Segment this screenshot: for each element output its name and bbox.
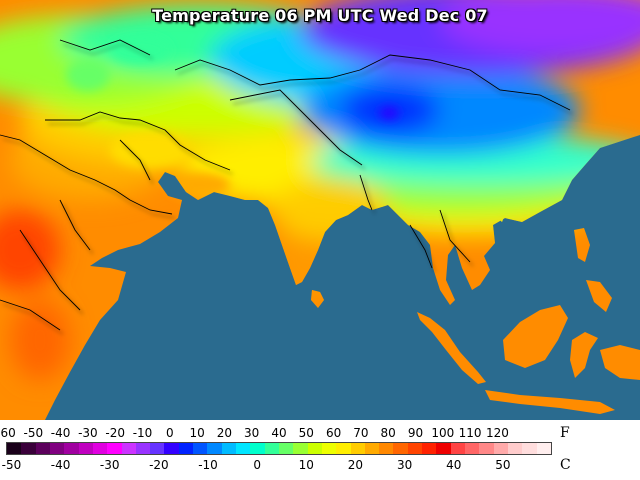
fahrenheit-tick-label: 30 <box>244 426 260 440</box>
color-scale-swatch <box>307 443 322 454</box>
celsius-tick-label: -50 <box>1 458 22 472</box>
temperature-legend: -60-50-40-30-20-100102030405060708090100… <box>0 420 640 480</box>
color-scale-swatch <box>64 443 79 454</box>
color-scale-swatch <box>250 443 265 454</box>
fahrenheit-tick-label: 110 <box>458 426 482 440</box>
color-scale-swatch <box>221 443 236 454</box>
celsius-tick-label: 50 <box>495 458 511 472</box>
color-scale-swatch <box>364 443 380 454</box>
celsius-tick-label: -10 <box>198 458 218 472</box>
fahrenheit-tick-label: 0 <box>165 426 174 440</box>
color-scale-swatch <box>21 443 36 454</box>
fahrenheit-tick-label: -50 <box>23 426 44 440</box>
color-scale-swatch <box>321 443 337 454</box>
fahrenheit-tick-label: 70 <box>353 426 369 440</box>
fahrenheit-tick-label: -10 <box>132 426 153 440</box>
celsius-tick-label: 40 <box>446 458 462 472</box>
color-scale-swatch <box>450 443 465 454</box>
color-scale-swatch <box>135 443 151 454</box>
fahrenheit-tick-label: 20 <box>216 426 233 440</box>
celsius-tick-label: 30 <box>396 458 413 472</box>
color-scale-swatch <box>493 443 508 454</box>
color-scale-swatch <box>507 443 523 454</box>
fahrenheit-tick-label: -60 <box>0 426 16 440</box>
color-scale-swatch <box>536 443 551 454</box>
celsius-tick-label: -30 <box>99 458 120 472</box>
color-scale-swatch <box>293 443 308 454</box>
fahrenheit-tick-label: 80 <box>380 426 396 440</box>
fahrenheit-tick-label: 40 <box>271 426 287 440</box>
celsius-tick-label: 0 <box>253 458 261 472</box>
color-scale-swatch <box>479 443 494 454</box>
color-scale-swatch <box>7 443 22 454</box>
celsius-tick-label: 10 <box>298 458 314 472</box>
fahrenheit-tick-label: 90 <box>407 426 424 440</box>
color-scale-swatch <box>522 443 537 454</box>
color-scale-swatch <box>121 443 136 454</box>
map-canvas <box>0 0 640 420</box>
color-scale-swatch <box>49 443 65 454</box>
celsius-unit-label: C <box>560 457 571 473</box>
color-scale-swatch <box>436 443 451 454</box>
fahrenheit-tick-label: -40 <box>50 426 71 440</box>
color-scale-swatch <box>207 443 222 454</box>
color-scale-swatch <box>350 443 365 454</box>
celsius-tick-label: -20 <box>149 458 169 472</box>
color-scale-swatch <box>178 443 194 454</box>
color-scale-swatch <box>264 443 279 454</box>
color-scale-swatch <box>336 443 351 454</box>
color-scale-swatch <box>379 443 394 454</box>
color-scale-swatch <box>393 443 408 454</box>
color-scale-swatch <box>422 443 437 454</box>
color-scale-swatch <box>92 443 108 454</box>
color-scale-swatch <box>236 443 251 454</box>
fahrenheit-tick-label: 60 <box>325 426 342 440</box>
fahrenheit-tick-label: 120 <box>485 426 509 440</box>
color-scale-swatch <box>193 443 208 454</box>
temperature-map: Temperature 06 PM UTC Wed Dec 07 <box>0 0 640 420</box>
fahrenheit-tick-label: -20 <box>105 426 125 440</box>
coastlines-and-borders <box>0 39 571 331</box>
celsius-tick-label: -40 <box>50 458 71 472</box>
fahrenheit-tick-label: 100 <box>431 426 455 440</box>
fahrenheit-tick-label: 50 <box>298 426 314 440</box>
fahrenheit-tick-label: 10 <box>189 426 205 440</box>
fahrenheit-unit-label: F <box>560 425 570 441</box>
fahrenheit-tick-label: -30 <box>78 426 98 440</box>
color-scale-swatch <box>164 443 179 454</box>
color-scale-swatch <box>107 443 122 454</box>
map-title: Temperature 06 PM UTC Wed Dec 07 <box>152 6 488 25</box>
celsius-tick-label: 20 <box>347 458 364 472</box>
color-scale-swatch <box>35 443 50 454</box>
color-scale-swatch <box>78 443 93 454</box>
color-scale-swatch <box>278 443 294 454</box>
color-scale-bar <box>6 442 552 455</box>
color-scale-swatch <box>465 443 480 454</box>
color-scale-swatch <box>407 443 423 454</box>
color-scale-swatch <box>150 443 165 454</box>
